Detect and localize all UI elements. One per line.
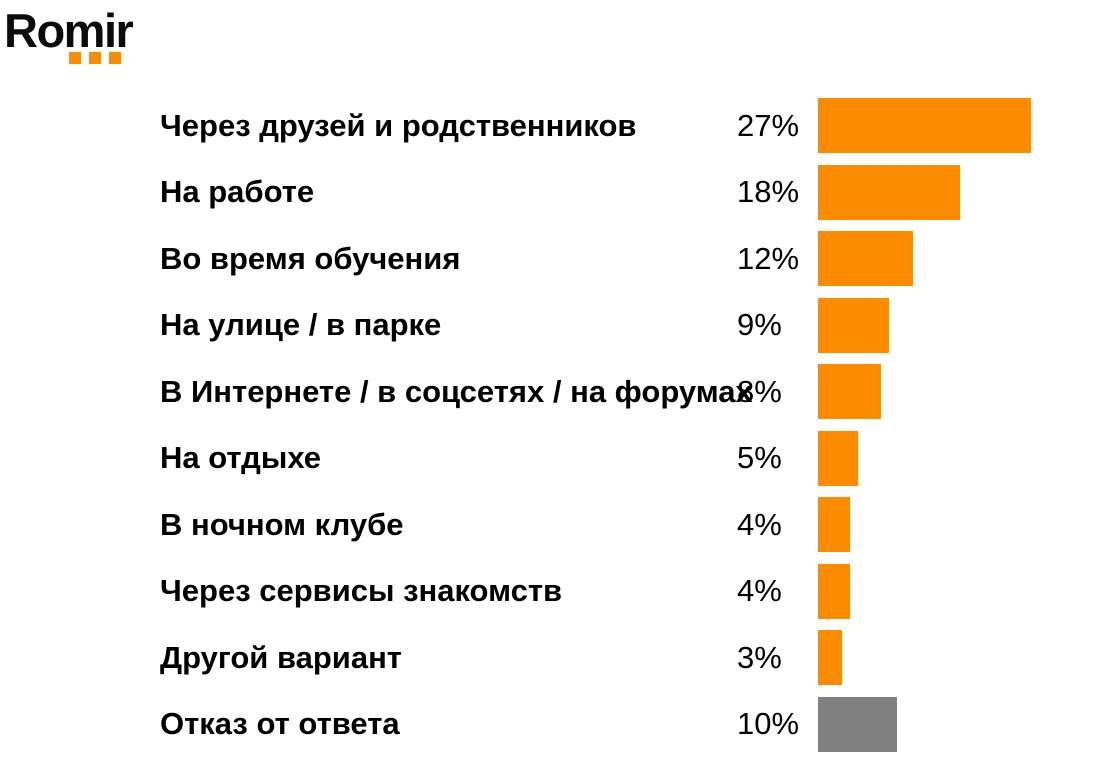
row-label: В Интернете / в соцсетях / на форумах bbox=[160, 373, 753, 409]
chart-row: Во время обучения 12% bbox=[0, 231, 1096, 286]
bar-cell bbox=[818, 164, 1096, 220]
bar-chart: Через друзей и родственников 27% На рабо… bbox=[0, 98, 1096, 763]
bar-cell bbox=[818, 497, 1096, 552]
chart-row: В Интернете / в соцсетях / на форумах 8% bbox=[0, 364, 1096, 419]
bar bbox=[818, 364, 881, 419]
row-label: На работе bbox=[160, 174, 315, 209]
row-value-label: 4% bbox=[737, 506, 782, 542]
row-value-label: 27% bbox=[737, 107, 800, 143]
romir-logo-text: Romir bbox=[4, 4, 134, 57]
bar bbox=[818, 696, 897, 752]
bar-cell bbox=[818, 563, 1096, 619]
row-value-label: 5% bbox=[737, 440, 782, 475]
row-label: Через сервисы знакомств bbox=[160, 573, 563, 608]
chart-row: Через сервисы знакомств 4% bbox=[0, 563, 1096, 619]
row-value-label: 18% bbox=[737, 174, 800, 209]
bar-cell bbox=[818, 231, 1096, 286]
row-label: На улице / в парке bbox=[160, 307, 442, 342]
bar-cell bbox=[818, 630, 1096, 685]
row-value-label: 4% bbox=[737, 573, 782, 608]
row-label: На отдыхе bbox=[160, 440, 322, 475]
chart-row: Отказ от ответа 10% bbox=[0, 696, 1096, 752]
bar bbox=[818, 497, 850, 552]
bar bbox=[818, 297, 889, 353]
chart-row: На работе 18% bbox=[0, 164, 1096, 220]
chart-row: На улице / в парке 9% bbox=[0, 297, 1096, 353]
bar bbox=[818, 164, 960, 220]
bar-cell bbox=[818, 364, 1096, 419]
bar bbox=[818, 563, 850, 619]
bar-cell bbox=[818, 297, 1096, 353]
bar bbox=[818, 630, 842, 685]
chart-row: На отдыхе 5% bbox=[0, 430, 1096, 486]
bar bbox=[818, 430, 858, 486]
logo-dot-icon bbox=[89, 52, 101, 64]
row-label: Другой вариант bbox=[160, 639, 402, 675]
bar-cell bbox=[818, 98, 1096, 153]
row-label: Отказ от ответа bbox=[160, 706, 400, 741]
row-label: Через друзей и родственников bbox=[160, 107, 637, 143]
row-value-label: 8% bbox=[737, 373, 782, 409]
chart-row: Через друзей и родственников 27% bbox=[0, 98, 1096, 153]
bar bbox=[818, 98, 1031, 153]
row-label: Во время обучения bbox=[160, 240, 461, 276]
bar-cell bbox=[818, 696, 1096, 752]
row-value-label: 10% bbox=[737, 706, 800, 741]
logo-dot-icon bbox=[69, 52, 81, 64]
row-value-label: 3% bbox=[737, 639, 782, 675]
chart-row: Другой вариант 3% bbox=[0, 630, 1096, 685]
chart-row: В ночном клубе 4% bbox=[0, 497, 1096, 552]
bar-cell bbox=[818, 430, 1096, 486]
bar bbox=[818, 231, 913, 286]
row-value-label: 9% bbox=[737, 307, 782, 342]
logo-dot-icon bbox=[109, 52, 121, 64]
row-value-label: 12% bbox=[737, 240, 800, 276]
romir-logo: Romir bbox=[0, 0, 200, 70]
row-label: В ночном клубе bbox=[160, 506, 404, 542]
